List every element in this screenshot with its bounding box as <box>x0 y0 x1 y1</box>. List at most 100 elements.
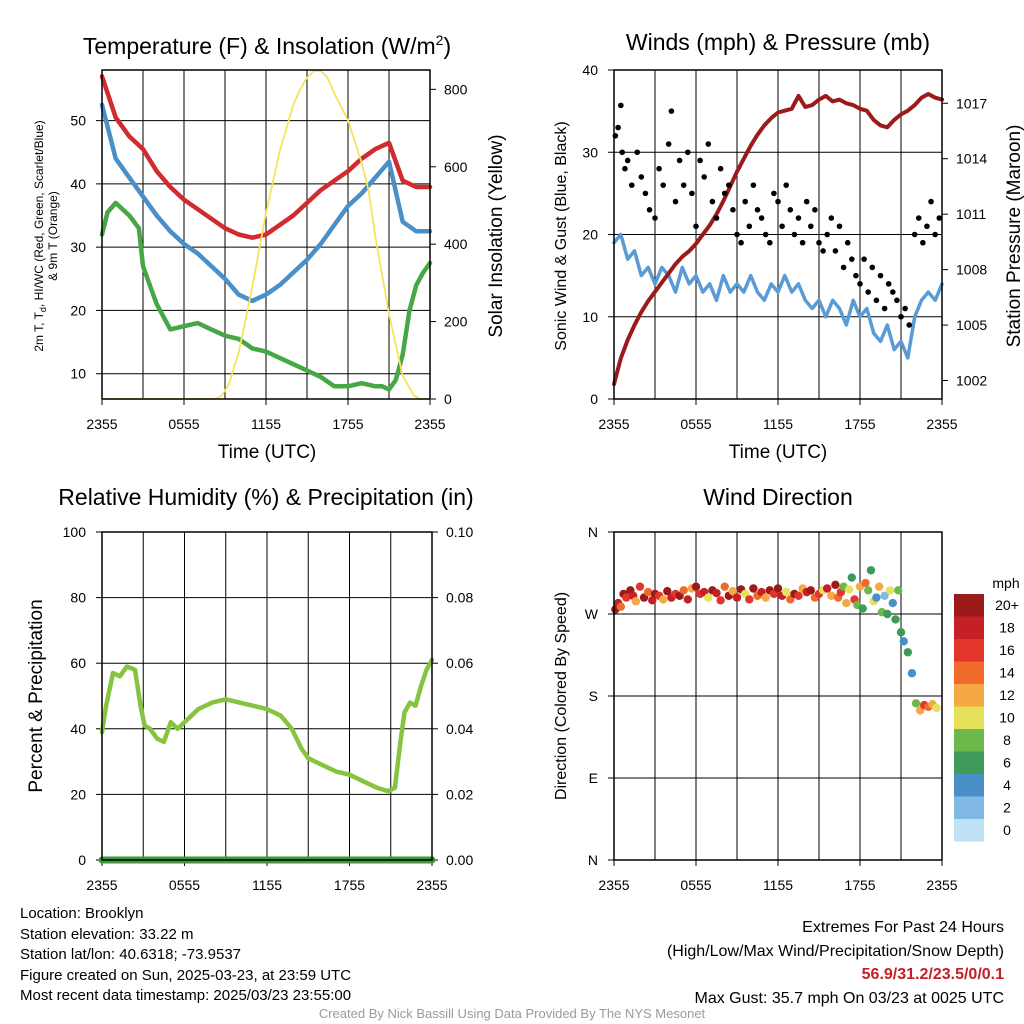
legend-swatch <box>954 706 984 729</box>
gust-point <box>680 182 687 188</box>
direction-point <box>659 595 668 604</box>
legend-label: 12 <box>999 687 1015 703</box>
gust-point <box>795 215 802 221</box>
wind-plot: 0 10 20 30 40 1002 1005 1008 1011 1014 1017 2355 055… <box>582 62 987 432</box>
direction-point <box>806 586 815 595</box>
gust-point <box>685 149 691 156</box>
extremes-subtitle: (High/Low/Max Wind/Precipitation/Snow De… <box>666 942 1004 960</box>
rh-title: Relative Humidity (%) & Precipitation (i… <box>58 484 473 510</box>
direction-point <box>794 591 803 600</box>
xtick-label: 0555 <box>680 877 711 893</box>
xtick-label: 1755 <box>334 877 365 893</box>
direction-point <box>622 593 631 602</box>
gust-point <box>628 182 635 188</box>
station-info: Location: Brooklyn Station elevation: 33… <box>20 904 351 1007</box>
y2tick-label: 0 <box>444 391 452 407</box>
legend-label: 6 <box>1003 755 1011 771</box>
xtick-label: 2355 <box>598 416 629 432</box>
xtick-label: 2355 <box>598 877 629 893</box>
legend-swatch <box>954 819 984 842</box>
legend-swatch <box>954 661 984 684</box>
ytick-label: E <box>589 770 598 786</box>
direction-point <box>932 703 941 713</box>
direction-point <box>683 595 692 604</box>
xtick-label: 1755 <box>844 877 875 893</box>
extremes-values: 56.9/31.2/23.5/0/0.1 <box>861 966 1004 983</box>
legend-label: 8 <box>1003 732 1011 748</box>
direction-point <box>847 573 856 582</box>
rh-ylabel-left: Percent & Precipitation <box>26 599 47 792</box>
xtick-label: 2355 <box>926 416 957 432</box>
gust-point <box>865 289 871 295</box>
xtick-label: 2355 <box>416 877 447 893</box>
legend-label: 16 <box>999 642 1015 658</box>
xtick-label: 0555 <box>169 877 200 893</box>
direction-point <box>896 628 906 637</box>
legend-label: 2 <box>1003 800 1011 816</box>
plot-frame <box>613 531 943 861</box>
y2tick-label: 0.04 <box>446 721 473 737</box>
direction-point <box>861 578 870 588</box>
gust-point <box>697 157 703 164</box>
gust-point <box>750 182 757 188</box>
legend-swatch <box>954 684 984 707</box>
direction-point <box>874 582 884 591</box>
legend-label: 4 <box>1003 777 1011 793</box>
ytick-label: 20 <box>582 227 598 243</box>
temp-plot: 10 20 30 40 50 0 200 400 600 800 2355 0555 1155 1755 2… <box>70 69 468 432</box>
ytick-label: N <box>588 524 598 540</box>
gust-point <box>799 239 806 246</box>
gust-point <box>693 223 699 230</box>
xtick-label: 0555 <box>168 416 199 432</box>
gust-point <box>840 264 847 271</box>
credit-text: Created By Nick Bassill Using Data Provi… <box>318 1006 706 1021</box>
gust-point <box>676 157 683 164</box>
direction-point <box>712 588 721 598</box>
gust-point <box>775 198 781 205</box>
xtick-label: 0555 <box>680 416 711 432</box>
direction-point <box>911 699 921 708</box>
legend-label: 20+ <box>995 597 1019 613</box>
gust-point <box>660 182 666 188</box>
ytick-label: S <box>589 688 598 704</box>
direction-point <box>679 586 688 595</box>
max-gust-text: Max Gust: 35.7 mph On 03/23 at 0025 UTC <box>694 989 1005 1007</box>
legend-swatch <box>954 639 984 662</box>
ytick-label: 60 <box>70 655 86 671</box>
y2tick-label: 1017 <box>956 95 987 111</box>
xtick-label: 2355 <box>414 416 445 432</box>
gust-point <box>709 198 716 205</box>
gust-point <box>812 207 818 213</box>
gust-point <box>936 215 943 221</box>
xtick-label: 1155 <box>763 877 793 893</box>
gust-point <box>836 223 843 230</box>
gust-point <box>906 322 912 328</box>
wind-ylabel-left: Sonic Wind & Gust (Blue, Black) <box>553 121 570 350</box>
direction-point <box>888 598 897 608</box>
direction-point <box>720 582 729 591</box>
direction-point <box>891 615 900 624</box>
direction-point <box>643 587 653 597</box>
direction-point <box>827 591 836 600</box>
gust-point <box>734 231 740 238</box>
location-text: Location: Brooklyn <box>20 905 144 922</box>
relative_humidity-line <box>99 657 435 794</box>
gust-point <box>701 174 707 180</box>
legend-swatch <box>954 729 984 752</box>
gust-point <box>920 239 926 246</box>
direction-point <box>716 596 725 605</box>
gust-point <box>726 182 732 188</box>
ytick-label: 40 <box>582 62 598 78</box>
xtick-label: 1755 <box>332 416 363 432</box>
gust-point <box>849 256 855 262</box>
gust-point <box>783 182 789 188</box>
direction-point <box>880 591 889 600</box>
gust-point <box>656 165 662 172</box>
gust-point <box>911 231 918 238</box>
legend-swatch <box>954 774 984 797</box>
gust-point <box>771 190 777 197</box>
y2tick-label: 200 <box>444 314 468 330</box>
direction-point <box>704 593 713 602</box>
